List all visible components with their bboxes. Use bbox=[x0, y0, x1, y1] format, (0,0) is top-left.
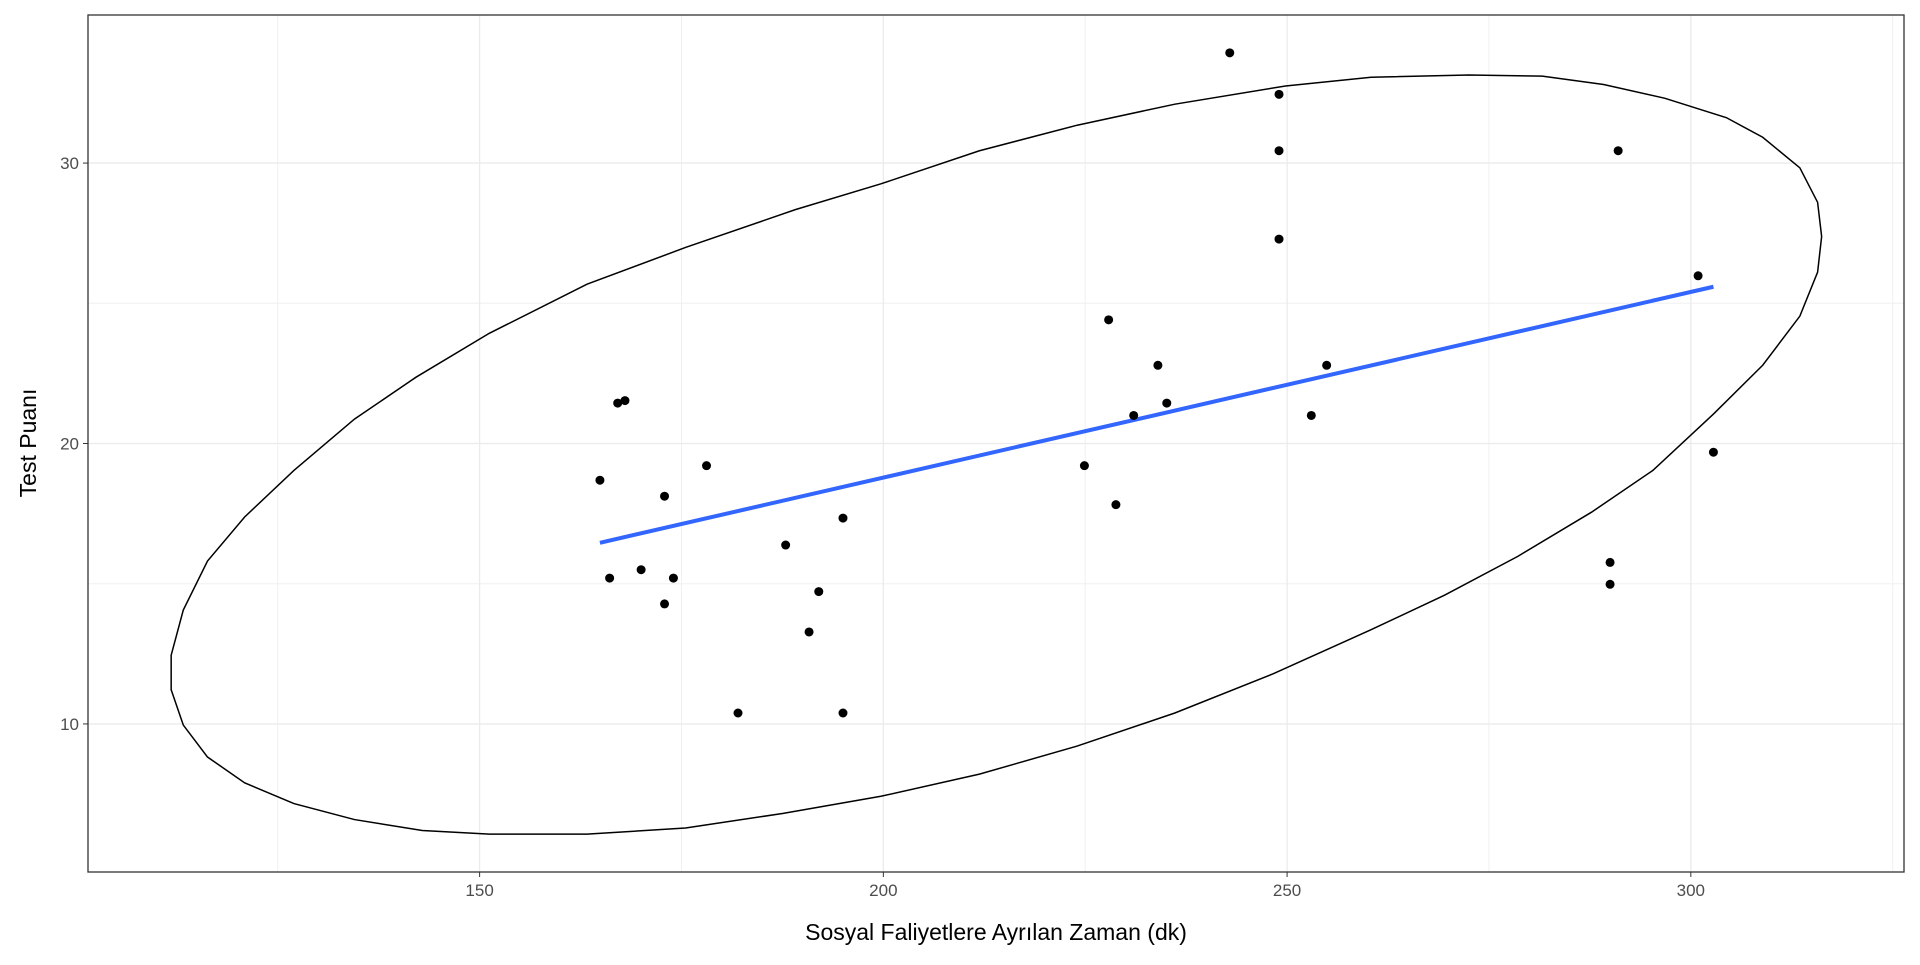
point bbox=[1274, 89, 1284, 99]
point bbox=[1693, 271, 1703, 281]
point bbox=[636, 565, 646, 575]
x-tick-label: 300 bbox=[1677, 881, 1705, 900]
y-tick-label: 10 bbox=[60, 715, 79, 734]
point bbox=[1306, 410, 1316, 420]
point bbox=[660, 491, 670, 501]
point bbox=[1153, 360, 1163, 370]
x-tick-label: 150 bbox=[465, 881, 493, 900]
point bbox=[804, 627, 814, 637]
point bbox=[838, 513, 848, 523]
point bbox=[1708, 447, 1718, 457]
point bbox=[595, 475, 605, 485]
point bbox=[702, 461, 712, 471]
y-tick-label: 30 bbox=[60, 154, 79, 173]
point bbox=[1605, 579, 1615, 589]
point bbox=[781, 540, 791, 550]
point bbox=[605, 573, 615, 583]
point bbox=[1079, 461, 1089, 471]
ellipse bbox=[170, 74, 1823, 835]
point bbox=[1111, 500, 1121, 510]
y-tick-label: 20 bbox=[60, 435, 79, 454]
x-axis-title: Sosyal Faliyetlere Ayrılan Zaman (dk) bbox=[805, 919, 1187, 945]
point bbox=[814, 587, 824, 597]
point bbox=[1613, 146, 1623, 156]
point bbox=[1162, 398, 1172, 408]
point bbox=[1605, 557, 1615, 567]
point bbox=[1322, 360, 1332, 370]
point bbox=[620, 396, 630, 406]
point bbox=[1129, 410, 1139, 420]
point bbox=[668, 573, 678, 583]
point bbox=[733, 708, 743, 718]
panel-border bbox=[87, 14, 1905, 873]
point bbox=[838, 708, 848, 718]
point bbox=[613, 398, 623, 408]
point bbox=[1274, 146, 1284, 156]
point bbox=[1104, 315, 1114, 325]
y-axis-title: Test Puanı bbox=[15, 389, 41, 498]
point bbox=[1225, 48, 1235, 58]
x-tick-label: 200 bbox=[869, 881, 897, 900]
fit-line bbox=[599, 284, 1714, 545]
point bbox=[1274, 234, 1284, 244]
x-tick-label: 250 bbox=[1273, 881, 1301, 900]
point bbox=[660, 599, 670, 609]
